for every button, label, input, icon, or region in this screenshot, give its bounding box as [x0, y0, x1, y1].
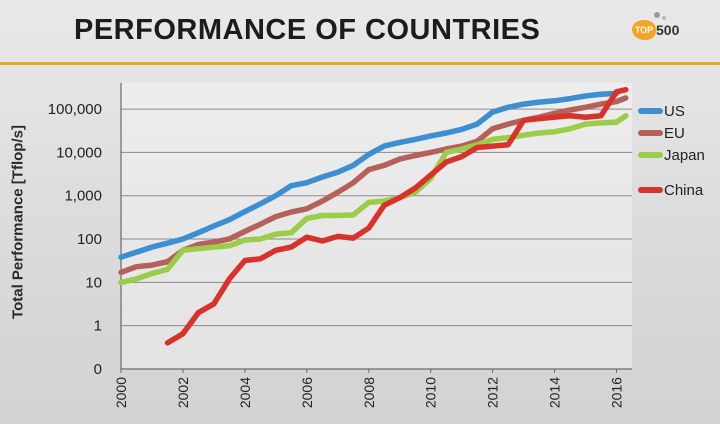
x-tick-label: 2010: [423, 377, 439, 408]
x-tick-label: 2006: [299, 377, 315, 408]
series-line-japan: [118, 113, 629, 286]
y-tick-label: 10,000: [56, 144, 102, 161]
logo-dot: [662, 16, 666, 20]
logo-dot: [654, 12, 660, 18]
legend-label: US: [664, 103, 685, 120]
series-line-china: [164, 86, 629, 346]
y-tick-label: 100,000: [48, 101, 102, 118]
y-tick-label: 100: [77, 231, 102, 248]
title-rule: [0, 62, 720, 65]
x-tick-label: 2002: [175, 377, 191, 408]
y-tick-label: 0: [94, 361, 102, 378]
legend-label: EU: [664, 125, 685, 142]
x-tick-label: 2016: [609, 377, 625, 408]
logo-badge: TOP: [632, 20, 656, 40]
x-tick-label: 2000: [113, 377, 129, 408]
x-tick-label: 2014: [547, 377, 563, 408]
logo-number: 500: [656, 22, 680, 38]
slide-title: PERFORMANCE OF COUNTRIES: [74, 14, 541, 46]
y-tick-label: 1: [94, 318, 102, 335]
y-tick-label: 1,000: [64, 188, 102, 205]
x-tick-label: 2004: [237, 377, 253, 408]
y-tick-label: 10: [85, 274, 102, 291]
y-axis-label: Total Performance [Tflop/s]: [9, 125, 27, 319]
x-tick-label: 2008: [361, 377, 377, 408]
legend-label: China: [664, 182, 704, 199]
series-line-us: [118, 90, 620, 260]
legend-label: Japan: [664, 147, 705, 164]
top500-logo: TOP 500: [624, 8, 686, 44]
x-tick-label: 2012: [485, 377, 501, 408]
